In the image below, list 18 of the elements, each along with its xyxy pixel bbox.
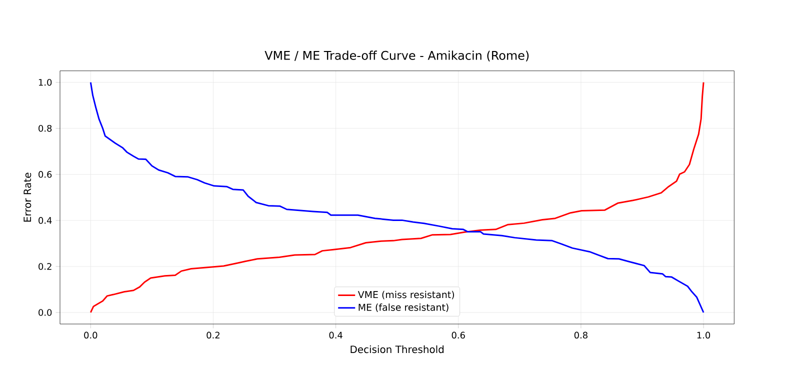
x-tick-label: 0.8 xyxy=(574,332,588,339)
x-tick-label: 0.6 xyxy=(452,332,465,339)
y-tick-label: 0.6 xyxy=(38,171,52,178)
x-tick-label: 0.2 xyxy=(206,332,220,339)
y-tick-label: 0.0 xyxy=(38,309,52,316)
y-tick-label: 0.8 xyxy=(38,124,52,132)
chart-title: VME / ME Trade-off Curve - Amikacin (Rome) xyxy=(264,50,529,62)
y-axis-title: Error Rate xyxy=(24,172,32,222)
y-tick-label: 0.4 xyxy=(38,217,52,224)
legend-label: VME (miss resistant) xyxy=(358,290,454,300)
legend-label: ME (false resistant) xyxy=(358,304,448,312)
x-tick-label: 0.4 xyxy=(329,332,342,339)
x-tick-label: 0.0 xyxy=(84,332,98,339)
y-tick-label: 1.0 xyxy=(38,78,52,86)
line-series xyxy=(90,82,704,314)
x-axis-title: Decision Threshold xyxy=(350,345,444,354)
y-tick-label: 0.2 xyxy=(38,263,52,270)
x-tick-label: 1.0 xyxy=(697,332,710,339)
